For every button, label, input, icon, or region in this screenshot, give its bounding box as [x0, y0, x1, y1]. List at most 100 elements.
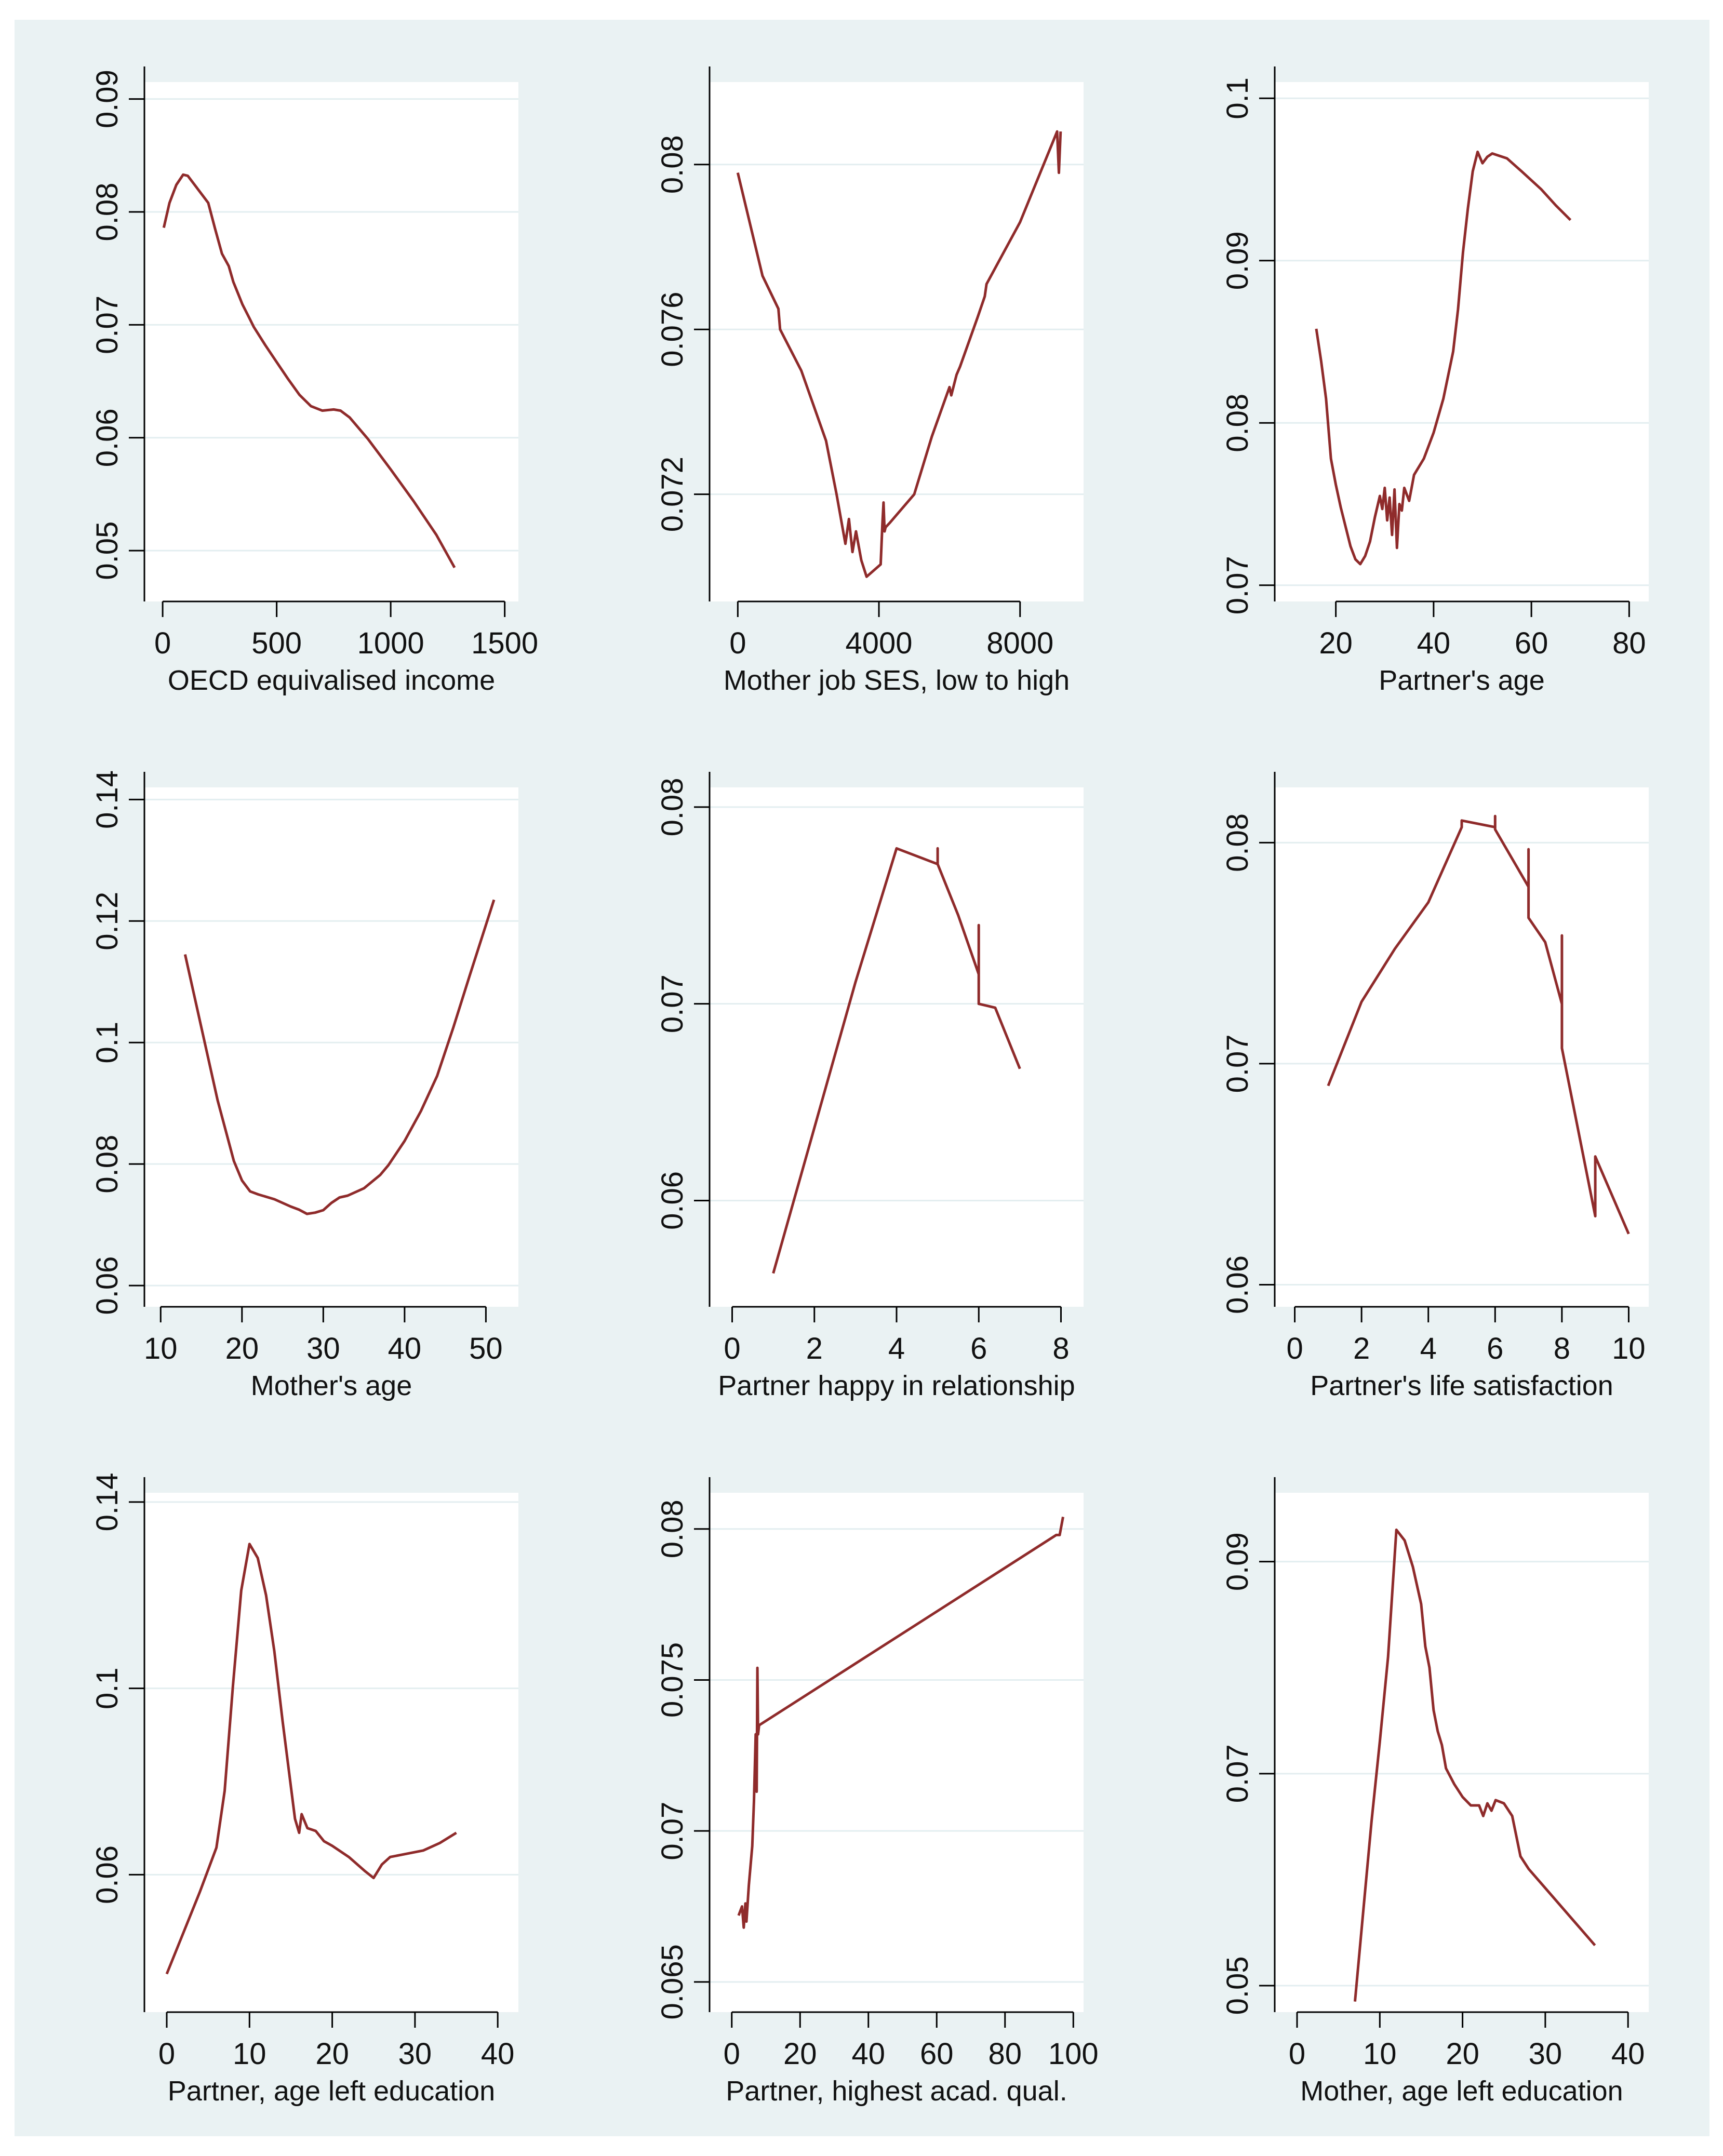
y-tick-label: 0.05 [1221, 1957, 1254, 2015]
x-tick-label: 4 [888, 1332, 905, 1365]
x-tick-label: 40 [1611, 2037, 1645, 2071]
y-tick-label: 0.05 [90, 521, 124, 580]
x-axis-label: Partner happy in relationship [718, 1370, 1075, 1401]
x-axis-label: Partner's life satisfaction [1310, 1370, 1613, 1401]
y-tick-label: 0.07 [1221, 1034, 1254, 1093]
x-tick-label: 0 [1289, 2037, 1305, 2071]
plot-area [710, 787, 1084, 1307]
series-line [736, 130, 1062, 578]
y-tick-label: 0.14 [90, 770, 124, 829]
x-tick-label: 0 [729, 626, 746, 660]
x-tick-label: 500 [251, 626, 302, 660]
x-tick-label: 20 [1446, 2037, 1479, 2071]
x-tick-label: 100 [1048, 2037, 1099, 2071]
y-tick-label: 0.06 [656, 1171, 689, 1230]
chart-c5: 0.06 0.07 0.08 0 2 4 6 8 Partner happy in relati… [656, 772, 1084, 1401]
x-tick-label: 1500 [471, 626, 538, 660]
y-tick-label: 0.065 [656, 1944, 689, 2019]
x-axis-label: Partner's age [1379, 665, 1545, 696]
x-tick-label: 20 [315, 2037, 349, 2071]
y-tick-label: 0.072 [656, 457, 689, 532]
x-tick-label: 0 [724, 1332, 740, 1365]
x-tick-label: 60 [920, 2037, 954, 2071]
y-tick-label: 0.08 [656, 135, 689, 194]
x-tick-label: 80 [1612, 626, 1646, 660]
plot-area [710, 82, 1084, 601]
y-tick-label: 0.09 [1221, 1532, 1254, 1591]
y-tick-label: 0.09 [90, 70, 124, 128]
y-tick-label: 0.07 [90, 296, 124, 354]
y-tick-label: 0.07 [1221, 556, 1254, 614]
x-tick-label: 40 [388, 1332, 422, 1365]
x-tick-label: 0 [724, 2037, 740, 2071]
y-tick-label: 0.14 [90, 1472, 124, 1531]
x-tick-label: 30 [398, 2037, 432, 2071]
x-tick-label: 0 [154, 626, 171, 660]
x-tick-label: 2 [806, 1332, 823, 1365]
plot-area [1275, 1493, 1649, 2012]
y-tick-label: 0.06 [90, 408, 124, 467]
x-tick-label: 50 [469, 1332, 503, 1365]
series-line [1327, 814, 1630, 1235]
y-tick-label: 0.07 [656, 974, 689, 1033]
plot-area [1275, 82, 1649, 601]
chart-c9: 0.05 0.07 0.09 0 10 20 30 40 Mother, age left ed… [1221, 1477, 1649, 2107]
x-tick-label: 40 [481, 2037, 515, 2071]
y-tick-label: 0.06 [90, 1845, 124, 1904]
x-tick-label: 6 [970, 1332, 987, 1365]
chart-c2: 0.072 0.076 0.08 0 4000 8000 Mother job SES, l… [656, 66, 1084, 696]
x-tick-label: 60 [1515, 626, 1548, 660]
figure-background: 0.05 0.06 0.07 0.08 0.09 0 500 1000 1500 OECD equ… [15, 20, 1709, 2136]
y-tick-label: 0.06 [1221, 1255, 1254, 1314]
plot-area [144, 787, 518, 1307]
x-tick-label: 0 [158, 2037, 175, 2071]
x-tick-label: 1000 [357, 626, 424, 660]
x-tick-label: 6 [1487, 1332, 1503, 1365]
chart-c6: 0.06 0.07 0.08 0 2 4 6 8 10 Partner's life satisf… [1221, 772, 1649, 1401]
y-tick-label: 0.08 [90, 1135, 124, 1194]
y-tick-label: 0.1 [90, 1022, 124, 1064]
y-tick-label: 0.08 [1221, 394, 1254, 452]
plot-area [144, 1493, 518, 2012]
series-line [1315, 150, 1572, 566]
x-tick-label: 0 [1286, 1332, 1303, 1365]
x-tick-label: 4 [1420, 1332, 1437, 1365]
y-tick-label: 0.06 [90, 1256, 124, 1315]
chart-c7: 0.06 0.1 0.14 0 10 20 30 40 Partner, age left ed… [90, 1472, 518, 2107]
chart-c3: 0.07 0.08 0.09 0.1 20 40 60 80 Partner's age [1221, 66, 1649, 696]
x-tick-label: 10 [1612, 1332, 1646, 1365]
series-line [772, 847, 1021, 1274]
x-axis-label: Mother job SES, low to high [724, 665, 1070, 696]
y-tick-label: 0.08 [90, 183, 124, 242]
chart-c8: 0.065 0.07 0.075 0.08 0 20 40 60 80 100 Partner, h… [656, 1477, 1099, 2107]
x-tick-label: 20 [225, 1332, 259, 1365]
x-tick-label: 8 [1052, 1332, 1069, 1365]
x-tick-label: 30 [1529, 2037, 1562, 2071]
x-tick-label: 8 [1554, 1332, 1570, 1365]
series-line [165, 1543, 457, 1975]
x-tick-label: 20 [783, 2037, 817, 2071]
x-tick-label: 2 [1353, 1332, 1370, 1365]
chart-c4: 0.06 0.08 0.1 0.12 0.14 10 20 30 40 50 Mother's ag… [90, 770, 518, 1401]
x-tick-label: 30 [306, 1332, 340, 1365]
y-tick-label: 0.1 [90, 1667, 124, 1709]
y-tick-label: 0.075 [656, 1642, 689, 1718]
y-tick-label: 0.08 [656, 1499, 689, 1558]
y-tick-label: 0.07 [1221, 1744, 1254, 1803]
x-axis-label: Partner, highest acad. qual. [726, 2075, 1067, 2107]
y-tick-label: 0.08 [1221, 813, 1254, 872]
x-tick-label: 4000 [846, 626, 913, 660]
y-tick-label: 0.12 [90, 892, 124, 950]
plot-area [1275, 787, 1649, 1307]
series-line [183, 899, 496, 1215]
y-tick-label: 0.1 [1221, 77, 1254, 119]
x-axis-label: OECD equivalised income [168, 665, 495, 696]
x-tick-label: 40 [851, 2037, 885, 2071]
plot-area [144, 82, 518, 601]
x-axis-label: Partner, age left education [168, 2075, 495, 2107]
y-tick-label: 0.09 [1221, 231, 1254, 290]
x-tick-label: 10 [233, 2037, 266, 2071]
chart-c1: 0.05 0.06 0.07 0.08 0.09 0 500 1000 1500 OECD equ… [90, 66, 538, 696]
x-tick-label: 40 [1417, 626, 1451, 660]
y-tick-label: 0.08 [656, 778, 689, 836]
